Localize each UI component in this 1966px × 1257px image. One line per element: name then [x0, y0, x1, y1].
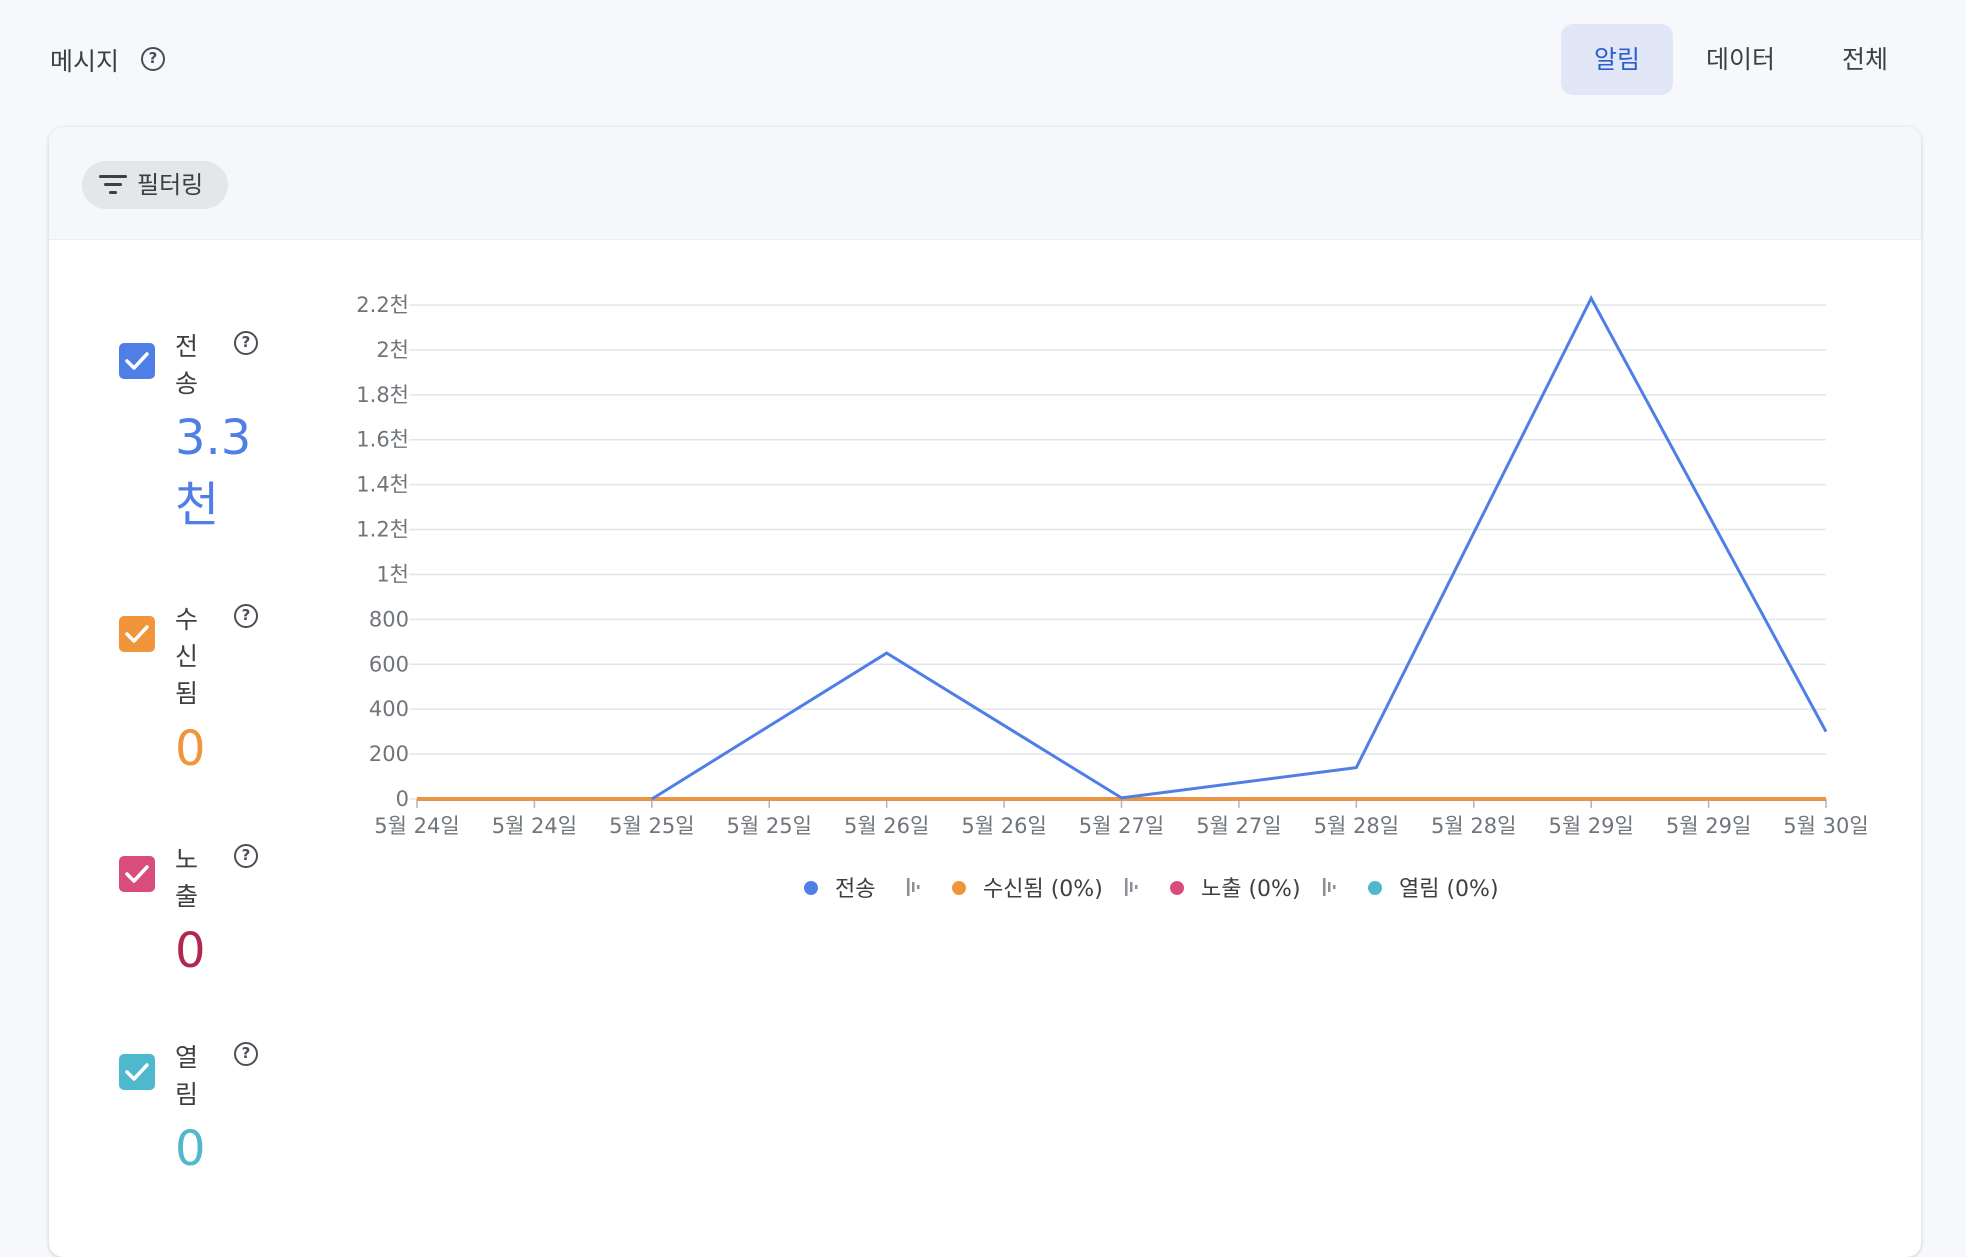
- tab-all[interactable]: 전체: [1841, 45, 1888, 74]
- legend-marker: [804, 881, 818, 895]
- legend-label: 열림 (0%): [1399, 877, 1499, 902]
- separator-icon: [907, 878, 920, 896]
- impressions-checkbox[interactable]: [119, 856, 155, 892]
- tab-data[interactable]: 데이터: [1705, 45, 1775, 74]
- y-tick-label: 1천: [376, 562, 409, 586]
- check-icon: [125, 865, 149, 883]
- x-tick-label: 5월 30일: [1783, 814, 1868, 838]
- line-chart: 0 200 400 600 800 1천 1.2천 1.4천 1.6천 1.8천 2천 2.2천 5월 …: [356, 293, 1868, 902]
- page-title: 메시지: [50, 47, 120, 76]
- metric-value: 3.3천: [175, 410, 252, 533]
- y-tick-label: 200: [369, 742, 409, 766]
- x-tick-label: 5월 28일: [1431, 814, 1516, 838]
- y-tick-label: 800: [369, 607, 409, 631]
- separator-icon: [1125, 878, 1138, 896]
- y-tick-label: 1.8천: [356, 383, 409, 407]
- x-tick-label: 5월 29일: [1666, 814, 1751, 838]
- metric-label: 수신됨: [175, 605, 199, 708]
- x-tick-label: 5월 28일: [1314, 814, 1399, 838]
- metric-value: 0: [175, 923, 206, 979]
- check-icon: [125, 625, 149, 643]
- y-tick-label: 600: [369, 652, 409, 676]
- legend-label: 전송: [835, 877, 875, 902]
- metric-label: 열림: [175, 1043, 199, 1109]
- filter-lines-icon: [99, 175, 127, 195]
- metric-value: 0: [175, 721, 206, 777]
- tab-notifications[interactable]: 알림: [1561, 24, 1673, 95]
- help-circle-icon[interactable]: ?: [234, 331, 258, 355]
- x-tick-label: 5월 25일: [609, 814, 694, 838]
- help-circle-icon[interactable]: ?: [141, 47, 165, 71]
- y-tick-label: 400: [369, 697, 409, 721]
- y-tick-label: 2천: [376, 338, 409, 362]
- card-toolbar: 필터링: [49, 127, 1921, 240]
- y-tick-label: 1.2천: [356, 518, 409, 542]
- metric-label: 노출: [175, 845, 199, 911]
- x-tick-label: 5월 25일: [727, 814, 812, 838]
- y-tick-label: 1.6천: [356, 428, 409, 452]
- help-circle-icon[interactable]: ?: [234, 1042, 258, 1066]
- received-checkbox[interactable]: [119, 616, 155, 652]
- series-line: [651, 295, 1828, 801]
- y-tick-label: 1.4천: [356, 473, 409, 497]
- y-tick-label: 0: [396, 787, 409, 811]
- legend-label: 노출 (0%): [1201, 877, 1301, 902]
- help-circle-icon[interactable]: ?: [234, 604, 258, 628]
- separator-icon: [1323, 878, 1336, 896]
- stats-card: 필터링 전송 ? 3.3천 수신됨 ? 0 노출 ? 0 열림 ? 0 0 200…: [49, 127, 1921, 1257]
- opens-checkbox[interactable]: [119, 1054, 155, 1090]
- legend-marker: [1368, 881, 1382, 895]
- check-icon: [125, 1063, 149, 1081]
- sent-checkbox[interactable]: [119, 343, 155, 379]
- x-tick-label: 5월 27일: [1079, 814, 1164, 838]
- y-tick-label: 2.2천: [356, 293, 409, 317]
- x-tick-label: 5월 29일: [1548, 814, 1633, 838]
- check-icon: [125, 352, 149, 370]
- x-tick-label: 5월 24일: [374, 814, 459, 838]
- filter-label: 필터링: [137, 171, 204, 199]
- legend-marker: [952, 881, 966, 895]
- help-circle-icon[interactable]: ?: [234, 844, 258, 868]
- metric-value: 0: [175, 1121, 206, 1177]
- x-tick-label: 5월 24일: [492, 814, 577, 838]
- legend-label: 수신됨 (0%): [983, 877, 1103, 902]
- x-tick-label: 5월 27일: [1196, 814, 1281, 838]
- x-tick-label: 5월 26일: [961, 814, 1046, 838]
- filter-button[interactable]: 필터링: [82, 161, 228, 209]
- x-tick-label: 5월 26일: [844, 814, 929, 838]
- metric-label: 전송: [175, 332, 199, 398]
- legend-marker: [1170, 881, 1184, 895]
